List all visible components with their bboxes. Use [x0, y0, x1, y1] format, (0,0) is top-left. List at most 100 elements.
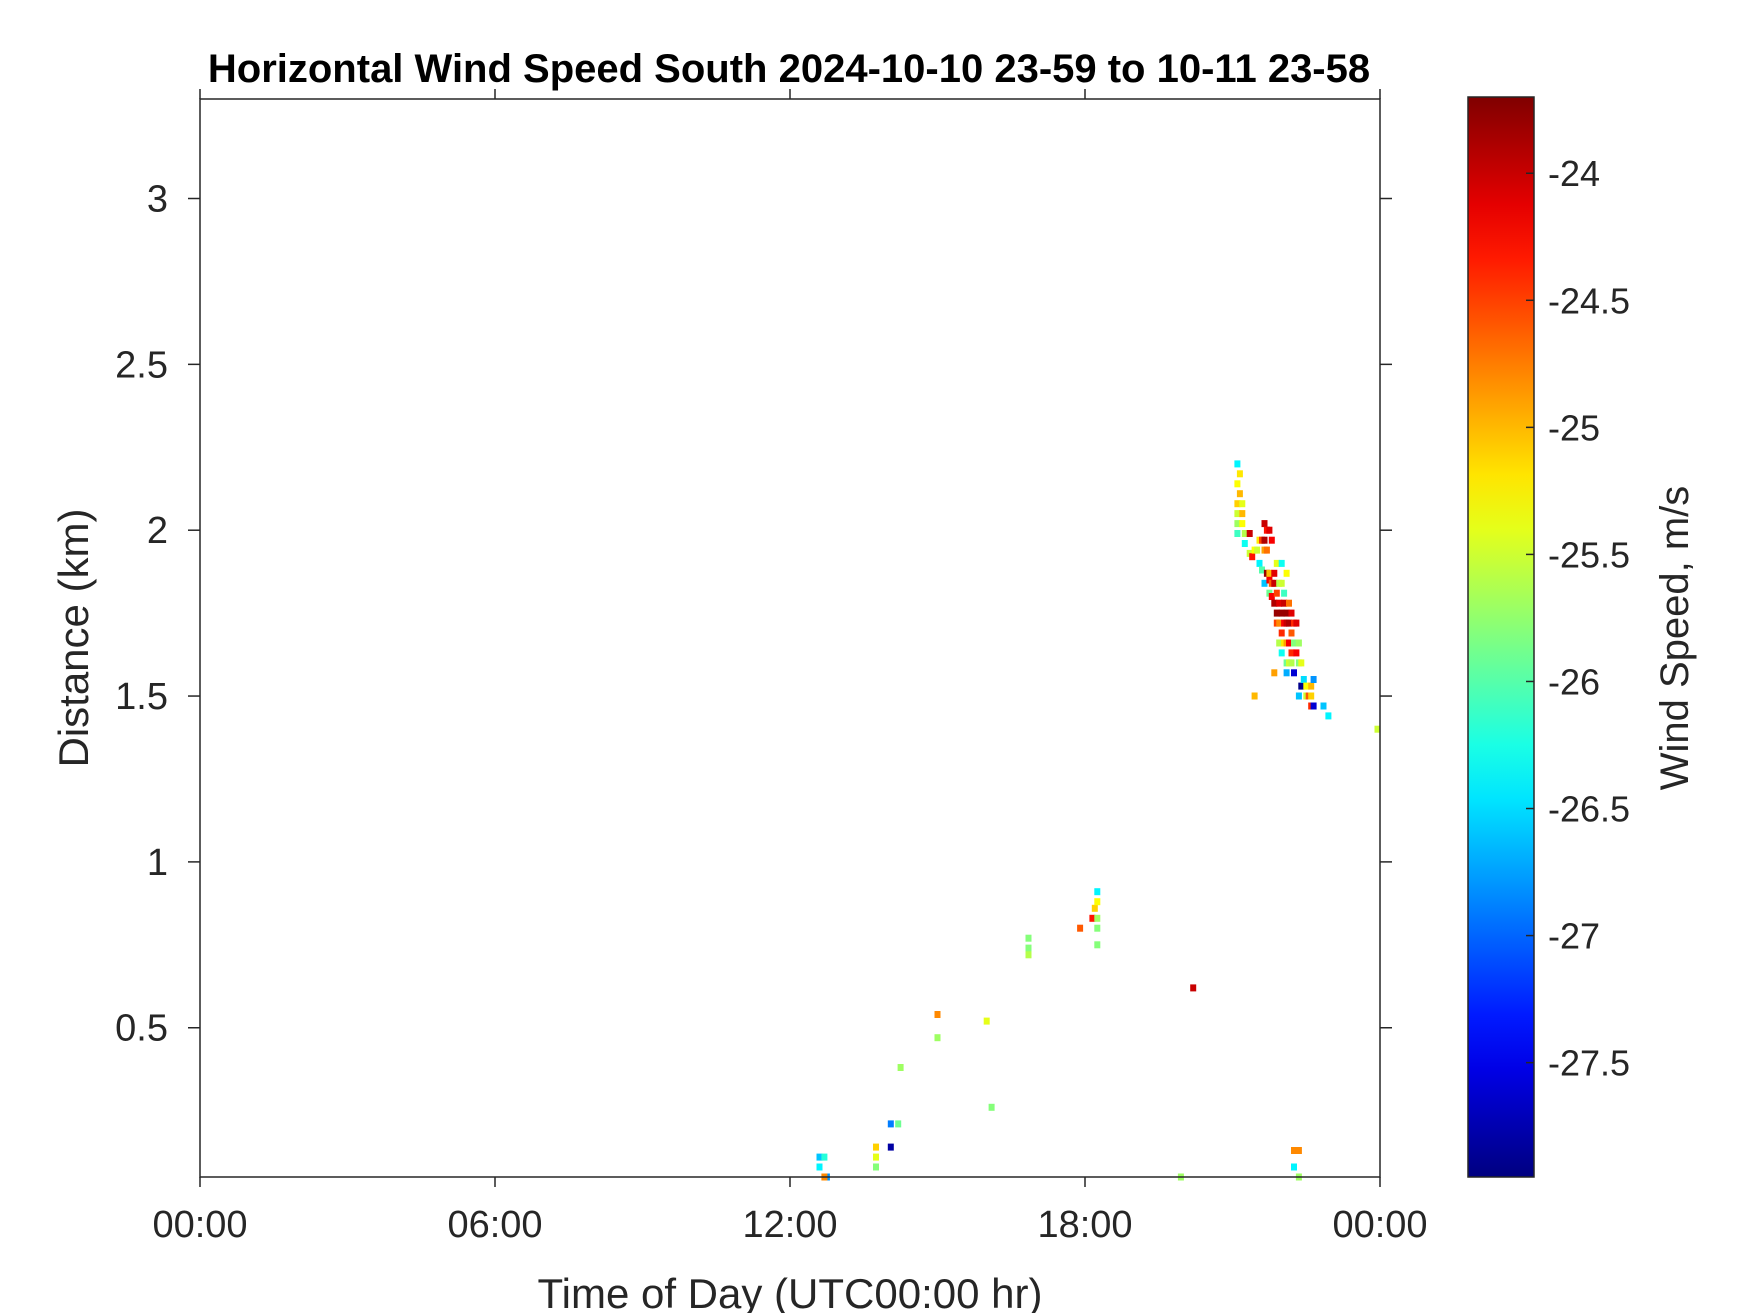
heatmap-cell — [1310, 676, 1317, 683]
x-tick-label: 00:00 — [1332, 1204, 1427, 1246]
heatmap-cell — [1268, 536, 1275, 544]
heatmap-cell — [1234, 520, 1241, 528]
heatmap-cell — [1286, 639, 1292, 647]
heatmap-cell — [1251, 692, 1258, 700]
y-tick-label: 2.5 — [115, 344, 168, 386]
x-axis-label: Time of Day (UTC00:00 hr) — [538, 1270, 1043, 1313]
heatmap-cell — [1025, 934, 1032, 942]
heatmap-cell — [1256, 559, 1263, 567]
heatmap-cell — [1261, 536, 1268, 544]
heatmap-cell — [1249, 553, 1256, 561]
colorbar-label: Wind Speed, m/s — [1653, 486, 1697, 791]
heatmap-cell — [887, 1120, 894, 1128]
heatmap-cell — [873, 1143, 879, 1151]
heatmap-cell — [1295, 1147, 1302, 1154]
heatmap-cell — [988, 1103, 995, 1111]
heatmap-cell — [873, 1163, 879, 1171]
heatmap-cell — [1246, 530, 1253, 537]
heatmap-cell — [983, 1017, 990, 1025]
y-axis: 0.5 1 1.5 2 2.5 3 — [115, 179, 1392, 1050]
chart-title: Horizontal Wind Speed South 2024-10-10 2… — [208, 47, 1370, 91]
heatmap-cell — [1293, 619, 1300, 627]
heatmap-cell — [1281, 589, 1288, 597]
heatmap-cell — [816, 1153, 823, 1161]
heatmap-cell — [1271, 569, 1278, 577]
heatmap-cell — [1239, 520, 1246, 528]
heatmap-cell — [1278, 579, 1285, 587]
heatmap-cell — [1295, 639, 1302, 647]
heatmap-cell — [1278, 559, 1285, 567]
heatmap-cell — [1094, 888, 1101, 896]
heatmap-cell — [1236, 470, 1243, 478]
y-tick-label: 0.5 — [115, 1008, 168, 1050]
heatmap-cell — [1254, 546, 1261, 554]
heatmap-cell — [1310, 702, 1317, 710]
heatmap-cell — [895, 1120, 902, 1128]
heatmap-cell — [1308, 682, 1315, 690]
colorbar-ticks: -24 -24.5 -25 -25.5 -26 -26.5 -27 -27.5 — [1526, 153, 1630, 1084]
heatmap-cell — [1288, 609, 1295, 617]
heatmap-cell — [1291, 639, 1297, 647]
heatmap-cell — [1273, 559, 1280, 567]
heatmap-cell — [1286, 599, 1292, 607]
heatmap-cell — [897, 1064, 904, 1071]
heatmap-cell — [1094, 941, 1101, 949]
heatmap-cell — [1261, 579, 1268, 587]
colorbar-tick-label: -27.5 — [1548, 1043, 1630, 1084]
heatmap-cell — [1234, 480, 1241, 488]
heatmap-cell — [1268, 593, 1275, 600]
heatmap-cell — [816, 1163, 823, 1171]
heatmap-cell — [1283, 669, 1290, 677]
heatmap-cell — [873, 1153, 879, 1161]
heatmap-cell — [934, 1034, 941, 1042]
heatmap-cell — [1236, 490, 1243, 498]
plot-area — [200, 99, 1380, 1177]
heatmap-cell — [1234, 510, 1241, 518]
heatmap-cell — [1320, 702, 1327, 710]
y-tick-label: 2 — [147, 510, 168, 552]
heatmap-cell — [1091, 904, 1098, 912]
y-tick-label: 1 — [147, 842, 168, 884]
heatmap-cell — [1234, 500, 1241, 508]
colorbar-tick-label: -24 — [1548, 153, 1600, 194]
heatmap-cell — [1077, 924, 1084, 932]
heatmap-cell — [1300, 676, 1307, 683]
x-tick-label: 18:00 — [1037, 1204, 1132, 1246]
x-tick-label: 06:00 — [447, 1204, 542, 1246]
heatmap-cell — [1276, 599, 1283, 607]
heatmap-cell — [1286, 619, 1292, 627]
heatmap-cell — [1241, 540, 1248, 547]
heatmap-cell — [1288, 659, 1295, 667]
y-axis-label: Distance (km) — [50, 508, 97, 767]
heatmap-cell — [1288, 649, 1295, 657]
heatmap-cell — [1239, 500, 1246, 508]
heatmap-cell — [1241, 530, 1248, 537]
heatmap-cell — [1278, 649, 1285, 657]
heatmap-cell — [821, 1153, 828, 1161]
heatmap-cell — [1283, 569, 1290, 577]
heatmap-cell — [1295, 692, 1302, 700]
heatmap-cell — [1293, 649, 1300, 657]
heatmap-cell — [1271, 669, 1278, 677]
heatmap-cell — [1278, 629, 1285, 637]
colorbar-tick-label: -25 — [1548, 407, 1600, 448]
colorbar-tick-label: -24.5 — [1548, 280, 1630, 321]
x-tick-label: 12:00 — [742, 1204, 837, 1246]
heatmap-cell — [1276, 619, 1283, 627]
heatmap-cell — [1303, 682, 1310, 690]
x-axis: 00:00 06:00 12:00 18:00 00:00 — [152, 89, 1428, 1246]
heatmap-cell — [1234, 530, 1241, 537]
heatmap-cell — [1234, 460, 1241, 468]
heatmap-cell — [1288, 629, 1295, 637]
heatmap-cell — [1271, 599, 1278, 607]
heatmap-cell — [1283, 609, 1290, 617]
heatmap-cell — [1025, 944, 1032, 952]
y-tick-label: 1.5 — [115, 676, 168, 718]
x-tick-label: 00:00 — [152, 1204, 247, 1246]
colorbar — [1467, 96, 1535, 1178]
heatmap-cell — [1239, 510, 1246, 518]
heatmap-cell — [1089, 914, 1096, 922]
heatmap-cell — [1308, 692, 1315, 700]
heatmap-cell — [1190, 984, 1197, 992]
heatmap-cell — [1273, 589, 1280, 597]
